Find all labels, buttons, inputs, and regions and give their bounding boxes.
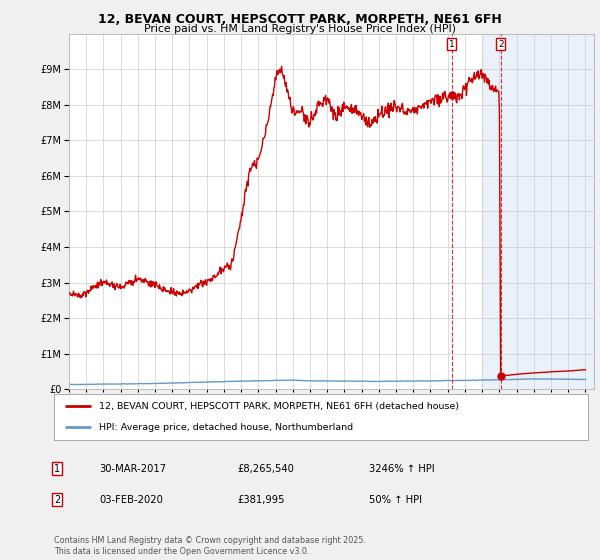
Text: £8,265,540: £8,265,540 bbox=[237, 464, 294, 474]
Text: 3246% ↑ HPI: 3246% ↑ HPI bbox=[369, 464, 434, 474]
Text: 03-FEB-2020: 03-FEB-2020 bbox=[99, 494, 163, 505]
Text: HPI: Average price, detached house, Northumberland: HPI: Average price, detached house, Nort… bbox=[100, 423, 353, 432]
Text: 12, BEVAN COURT, HEPSCOTT PARK, MORPETH, NE61 6FH: 12, BEVAN COURT, HEPSCOTT PARK, MORPETH,… bbox=[98, 13, 502, 26]
Text: 12, BEVAN COURT, HEPSCOTT PARK, MORPETH, NE61 6FH (detached house): 12, BEVAN COURT, HEPSCOTT PARK, MORPETH,… bbox=[100, 402, 460, 410]
Text: Price paid vs. HM Land Registry's House Price Index (HPI): Price paid vs. HM Land Registry's House … bbox=[144, 24, 456, 34]
Bar bbox=[482, 34, 594, 389]
Text: 1: 1 bbox=[449, 40, 455, 49]
Text: 2: 2 bbox=[498, 40, 503, 49]
Text: 50% ↑ HPI: 50% ↑ HPI bbox=[369, 494, 422, 505]
Text: £381,995: £381,995 bbox=[237, 494, 284, 505]
Text: 30-MAR-2017: 30-MAR-2017 bbox=[99, 464, 166, 474]
Text: Contains HM Land Registry data © Crown copyright and database right 2025.
This d: Contains HM Land Registry data © Crown c… bbox=[54, 536, 366, 556]
Text: 2: 2 bbox=[54, 494, 60, 505]
Text: 1: 1 bbox=[54, 464, 60, 474]
